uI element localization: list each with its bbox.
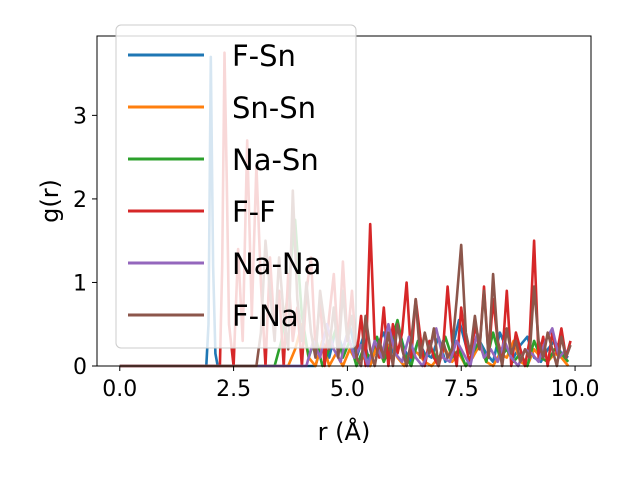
- y-tick-label: 0: [73, 355, 87, 380]
- legend-entry-label: Na-Sn: [232, 143, 319, 177]
- x-axis-label: r (Å): [318, 417, 371, 446]
- legend-entry-label: Sn-Sn: [232, 91, 316, 125]
- x-tick-label: 10.0: [551, 377, 600, 402]
- legend-entry-label: Na-Na: [232, 247, 321, 281]
- y-tick-label: 2: [73, 188, 87, 213]
- y-tick-label: 1: [73, 271, 87, 296]
- x-tick-label: 5.0: [330, 377, 365, 402]
- x-tick-label: 2.5: [216, 377, 251, 402]
- x-axis-ticks: 0.0 2.5 5.0 7.5 10.0: [102, 366, 600, 402]
- x-tick-label: 7.5: [444, 377, 479, 402]
- legend: F-Sn Sn-Sn Na-Sn F-F Na-Na F-Na: [115, 24, 357, 349]
- y-axis-ticks: 0 1 2 3: [73, 104, 97, 380]
- legend-entry-label: F-Na: [232, 299, 299, 333]
- legend-entry-label: F-F: [232, 195, 276, 229]
- legend-entry-label: F-Sn: [232, 39, 296, 73]
- y-tick-label: 3: [73, 104, 87, 129]
- y-axis-label: g(r): [36, 179, 64, 223]
- x-tick-label: 0.0: [102, 377, 137, 402]
